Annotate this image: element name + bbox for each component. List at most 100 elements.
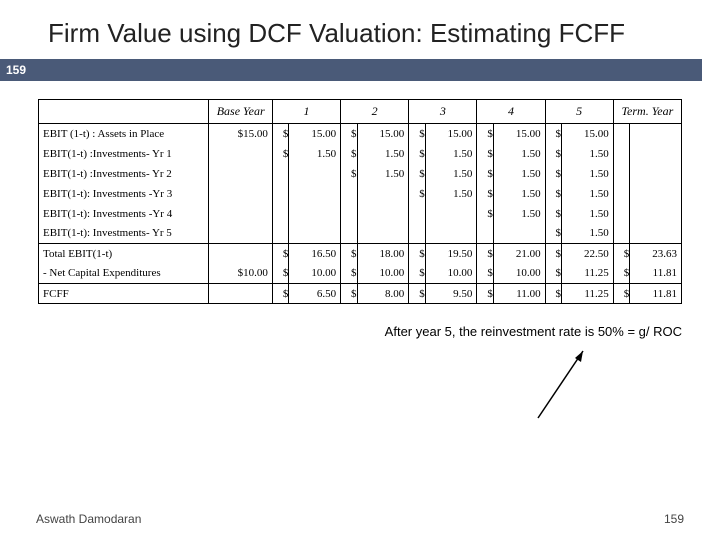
cell-value: 1.50 — [562, 144, 614, 164]
row-label: EBIT(1-t) :Investments- Yr 1 — [39, 144, 209, 164]
cell-currency: $ — [545, 204, 561, 224]
cell-currency: $ — [409, 284, 425, 304]
cell-value: 6.50 — [289, 284, 341, 304]
cell-currency — [409, 224, 425, 244]
cell-currency — [613, 124, 629, 144]
fcff-table-container: Base Year 1 2 3 4 5 Term. Year EBIT (1-t… — [38, 99, 682, 304]
cell-currency: $ — [341, 264, 357, 284]
row-label: - Net Capital Expenditures — [39, 264, 209, 284]
table-row: EBIT (1-t) : Assets in Place$15.00$15.00… — [39, 124, 682, 144]
cell-currency: $ — [409, 164, 425, 184]
table-row: - Net Capital Expenditures$10.00$10.00$1… — [39, 264, 682, 284]
cell-value: 11.81 — [630, 264, 682, 284]
cell-value — [357, 204, 409, 224]
cell-value: 1.50 — [357, 144, 409, 164]
cell-currency: $ — [272, 284, 288, 304]
slide-number-bar: 159 — [0, 59, 720, 81]
cell-currency: $ — [409, 124, 425, 144]
cell-base — [209, 144, 272, 164]
fcff-table: Base Year 1 2 3 4 5 Term. Year EBIT (1-t… — [38, 99, 682, 304]
header-year-2: 2 — [341, 100, 409, 124]
cell-currency — [477, 224, 493, 244]
cell-currency: $ — [477, 184, 493, 204]
cell-currency: $ — [545, 144, 561, 164]
cell-value — [425, 204, 477, 224]
cell-value: 11.81 — [630, 284, 682, 304]
cell-value: 1.50 — [493, 144, 545, 164]
cell-value: 1.50 — [493, 204, 545, 224]
cell-value: 11.25 — [562, 284, 614, 304]
cell-value — [289, 204, 341, 224]
cell-currency: $ — [545, 124, 561, 144]
header-year-1: 1 — [272, 100, 340, 124]
cell-base: $15.00 — [209, 124, 272, 144]
cell-base — [209, 164, 272, 184]
cell-currency — [613, 204, 629, 224]
cell-value: 1.50 — [562, 204, 614, 224]
cell-currency: $ — [341, 144, 357, 164]
footer-author: Aswath Damodaran — [36, 512, 141, 526]
cell-value: 10.00 — [493, 264, 545, 284]
cell-value: 22.50 — [562, 244, 614, 264]
cell-value: 16.50 — [289, 244, 341, 264]
cell-currency — [272, 204, 288, 224]
cell-value: 1.50 — [357, 164, 409, 184]
cell-value — [630, 124, 682, 144]
cell-value — [493, 224, 545, 244]
cell-currency — [341, 184, 357, 204]
header-year-4: 4 — [477, 100, 545, 124]
cell-value: 15.00 — [289, 124, 341, 144]
cell-currency: $ — [272, 144, 288, 164]
table-row: EBIT(1-t): Investments -Yr 4$1.50$1.50 — [39, 204, 682, 224]
cell-value: 15.00 — [562, 124, 614, 144]
cell-value: 1.50 — [562, 184, 614, 204]
header-year-5: 5 — [545, 100, 613, 124]
cell-currency: $ — [545, 284, 561, 304]
row-label: EBIT(1-t): Investments- Yr 5 — [39, 224, 209, 244]
cell-value — [357, 184, 409, 204]
cell-base — [209, 284, 272, 304]
cell-value: 10.00 — [425, 264, 477, 284]
cell-currency: $ — [477, 204, 493, 224]
cell-currency: $ — [409, 244, 425, 264]
cell-currency: $ — [477, 144, 493, 164]
header-base-year: Base Year — [209, 100, 272, 124]
cell-currency: $ — [409, 184, 425, 204]
header-blank — [39, 100, 209, 124]
cell-currency: $ — [545, 164, 561, 184]
cell-currency: $ — [409, 264, 425, 284]
cell-currency: $ — [545, 244, 561, 264]
cell-value: 11.25 — [562, 264, 614, 284]
table-row: EBIT(1-t): Investments- Yr 5$1.50 — [39, 224, 682, 244]
cell-currency: $ — [477, 284, 493, 304]
cell-currency: $ — [613, 284, 629, 304]
cell-value — [289, 224, 341, 244]
cell-value: 15.00 — [425, 124, 477, 144]
cell-currency: $ — [545, 264, 561, 284]
cell-currency — [341, 204, 357, 224]
slide-number-badge: 159 — [0, 59, 32, 81]
cell-base — [209, 204, 272, 224]
cell-value: 19.50 — [425, 244, 477, 264]
table-row: EBIT(1-t) :Investments- Yr 1$1.50$1.50$1… — [39, 144, 682, 164]
cell-currency: $ — [613, 264, 629, 284]
cell-currency — [613, 164, 629, 184]
cell-currency: $ — [409, 144, 425, 164]
cell-value: 21.00 — [493, 244, 545, 264]
cell-base: $10.00 — [209, 264, 272, 284]
cell-value: 10.00 — [289, 264, 341, 284]
cell-value: 9.50 — [425, 284, 477, 304]
table-body: EBIT (1-t) : Assets in Place$15.00$15.00… — [39, 124, 682, 304]
cell-currency: $ — [545, 184, 561, 204]
cell-currency: $ — [341, 284, 357, 304]
cell-currency: $ — [477, 164, 493, 184]
cell-value: 1.50 — [562, 164, 614, 184]
cell-base — [209, 224, 272, 244]
cell-value — [630, 164, 682, 184]
row-label: EBIT(1-t) :Investments- Yr 2 — [39, 164, 209, 184]
cell-value: 1.50 — [289, 144, 341, 164]
cell-value: 1.50 — [493, 184, 545, 204]
cell-value: 18.00 — [357, 244, 409, 264]
table-row: EBIT(1-t): Investments -Yr 3$1.50$1.50$1… — [39, 184, 682, 204]
reinvestment-note: After year 5, the reinvestment rate is 5… — [0, 324, 682, 339]
